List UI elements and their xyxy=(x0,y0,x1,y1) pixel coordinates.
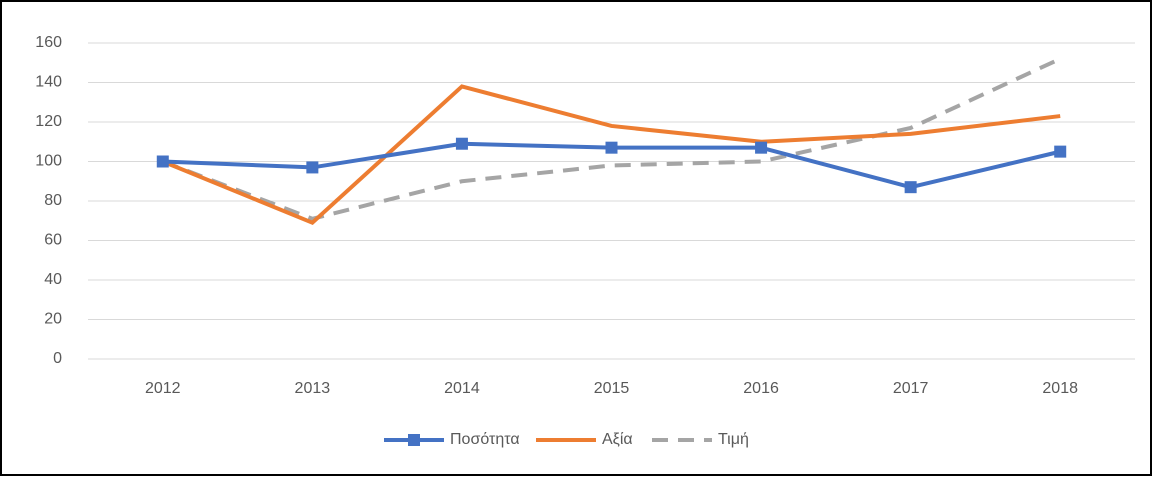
legend-label: Αξία xyxy=(602,431,633,448)
y-tick-label: 120 xyxy=(35,113,62,130)
legend-marker xyxy=(408,434,420,446)
marker xyxy=(904,181,917,194)
y-tick-label: 140 xyxy=(35,74,62,91)
series-line xyxy=(162,84,1061,226)
marker xyxy=(455,137,468,150)
x-tick-label: 2017 xyxy=(893,380,929,397)
marker xyxy=(755,141,768,154)
y-tick-label: 0 xyxy=(53,350,62,367)
y-tick-label: 80 xyxy=(44,192,62,209)
series-line xyxy=(162,56,1062,221)
y-tick-label: 60 xyxy=(44,232,62,249)
x-tick-label: 2013 xyxy=(295,380,331,397)
x-tick-label: 2015 xyxy=(594,380,630,397)
y-tick-label: 20 xyxy=(44,311,62,328)
legend-label: Ποσότητα xyxy=(450,431,520,448)
marker xyxy=(156,155,169,168)
x-tick-label: 2018 xyxy=(1042,380,1078,397)
y-tick-label: 100 xyxy=(35,153,62,170)
marker xyxy=(605,141,618,154)
x-tick-label: 2016 xyxy=(743,380,779,397)
x-tick-label: 2014 xyxy=(444,380,480,397)
x-tick-label: 2012 xyxy=(145,380,181,397)
y-tick-label: 40 xyxy=(44,271,62,288)
y-tick-label: 160 xyxy=(35,34,62,51)
marker xyxy=(306,161,319,174)
marker xyxy=(1054,145,1067,158)
legend-label: Τιμή xyxy=(718,431,749,448)
